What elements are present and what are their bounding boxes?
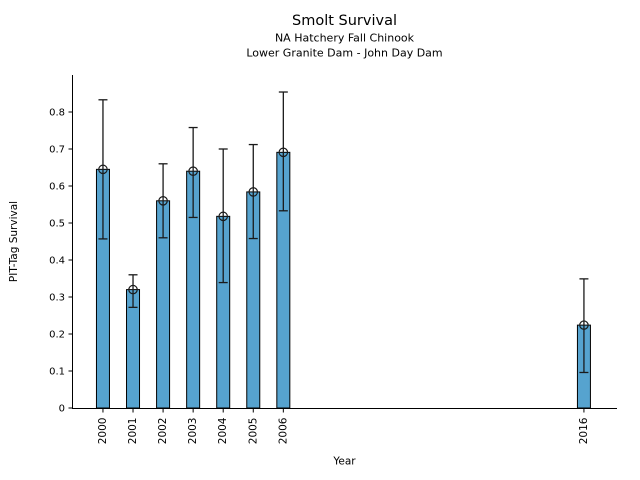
x-tick-label: 2003 bbox=[187, 418, 199, 445]
x-tick-label: 2002 bbox=[157, 418, 169, 445]
data-point-marker bbox=[128, 284, 138, 295]
y-tick-label: 0.6 bbox=[49, 182, 65, 193]
chart-subtitle-line1: NA Hatchery Fall Chinook bbox=[275, 32, 415, 45]
y-tick-label: 0.1 bbox=[49, 367, 65, 378]
x-tick-label: 2000 bbox=[97, 418, 109, 445]
y-tick-label: 0.3 bbox=[49, 293, 65, 304]
y-tick-label: 0.4 bbox=[49, 256, 65, 267]
y-tick-label: 0.7 bbox=[49, 145, 65, 156]
data-point-marker bbox=[158, 196, 168, 206]
chart-subtitle-line2: Lower Granite Dam - John Day Dam bbox=[246, 47, 442, 60]
x-tick-label: 2001 bbox=[127, 418, 139, 445]
x-tick-label: 2004 bbox=[217, 417, 229, 444]
data-point-marker bbox=[278, 147, 289, 158]
y-tick-label: 0.2 bbox=[49, 330, 65, 341]
x-axis-label: Year bbox=[332, 456, 356, 468]
data-point-marker bbox=[248, 187, 259, 197]
data-point-marker bbox=[188, 166, 198, 176]
x-tick-label: 2006 bbox=[277, 417, 289, 444]
plot-content: 0 0.1 0.2 0.3 0.4 0.5 0.6 0.7 0.8 2000 2001 2002 200… bbox=[49, 75, 617, 444]
y-axis-label: PIT-Tag Survival bbox=[8, 201, 20, 282]
x-tick-label: 2016 bbox=[578, 417, 590, 444]
y-tick-label: 0 bbox=[59, 404, 65, 415]
x-tick-label: 2005 bbox=[247, 418, 259, 445]
chart-title: Smolt Survival bbox=[292, 13, 397, 29]
y-tick-label: 0.8 bbox=[49, 108, 65, 119]
y-tick-label: 0.5 bbox=[49, 219, 65, 230]
data-point-marker bbox=[98, 164, 108, 175]
data-point-marker bbox=[218, 211, 229, 222]
data-point-marker bbox=[579, 320, 589, 330]
